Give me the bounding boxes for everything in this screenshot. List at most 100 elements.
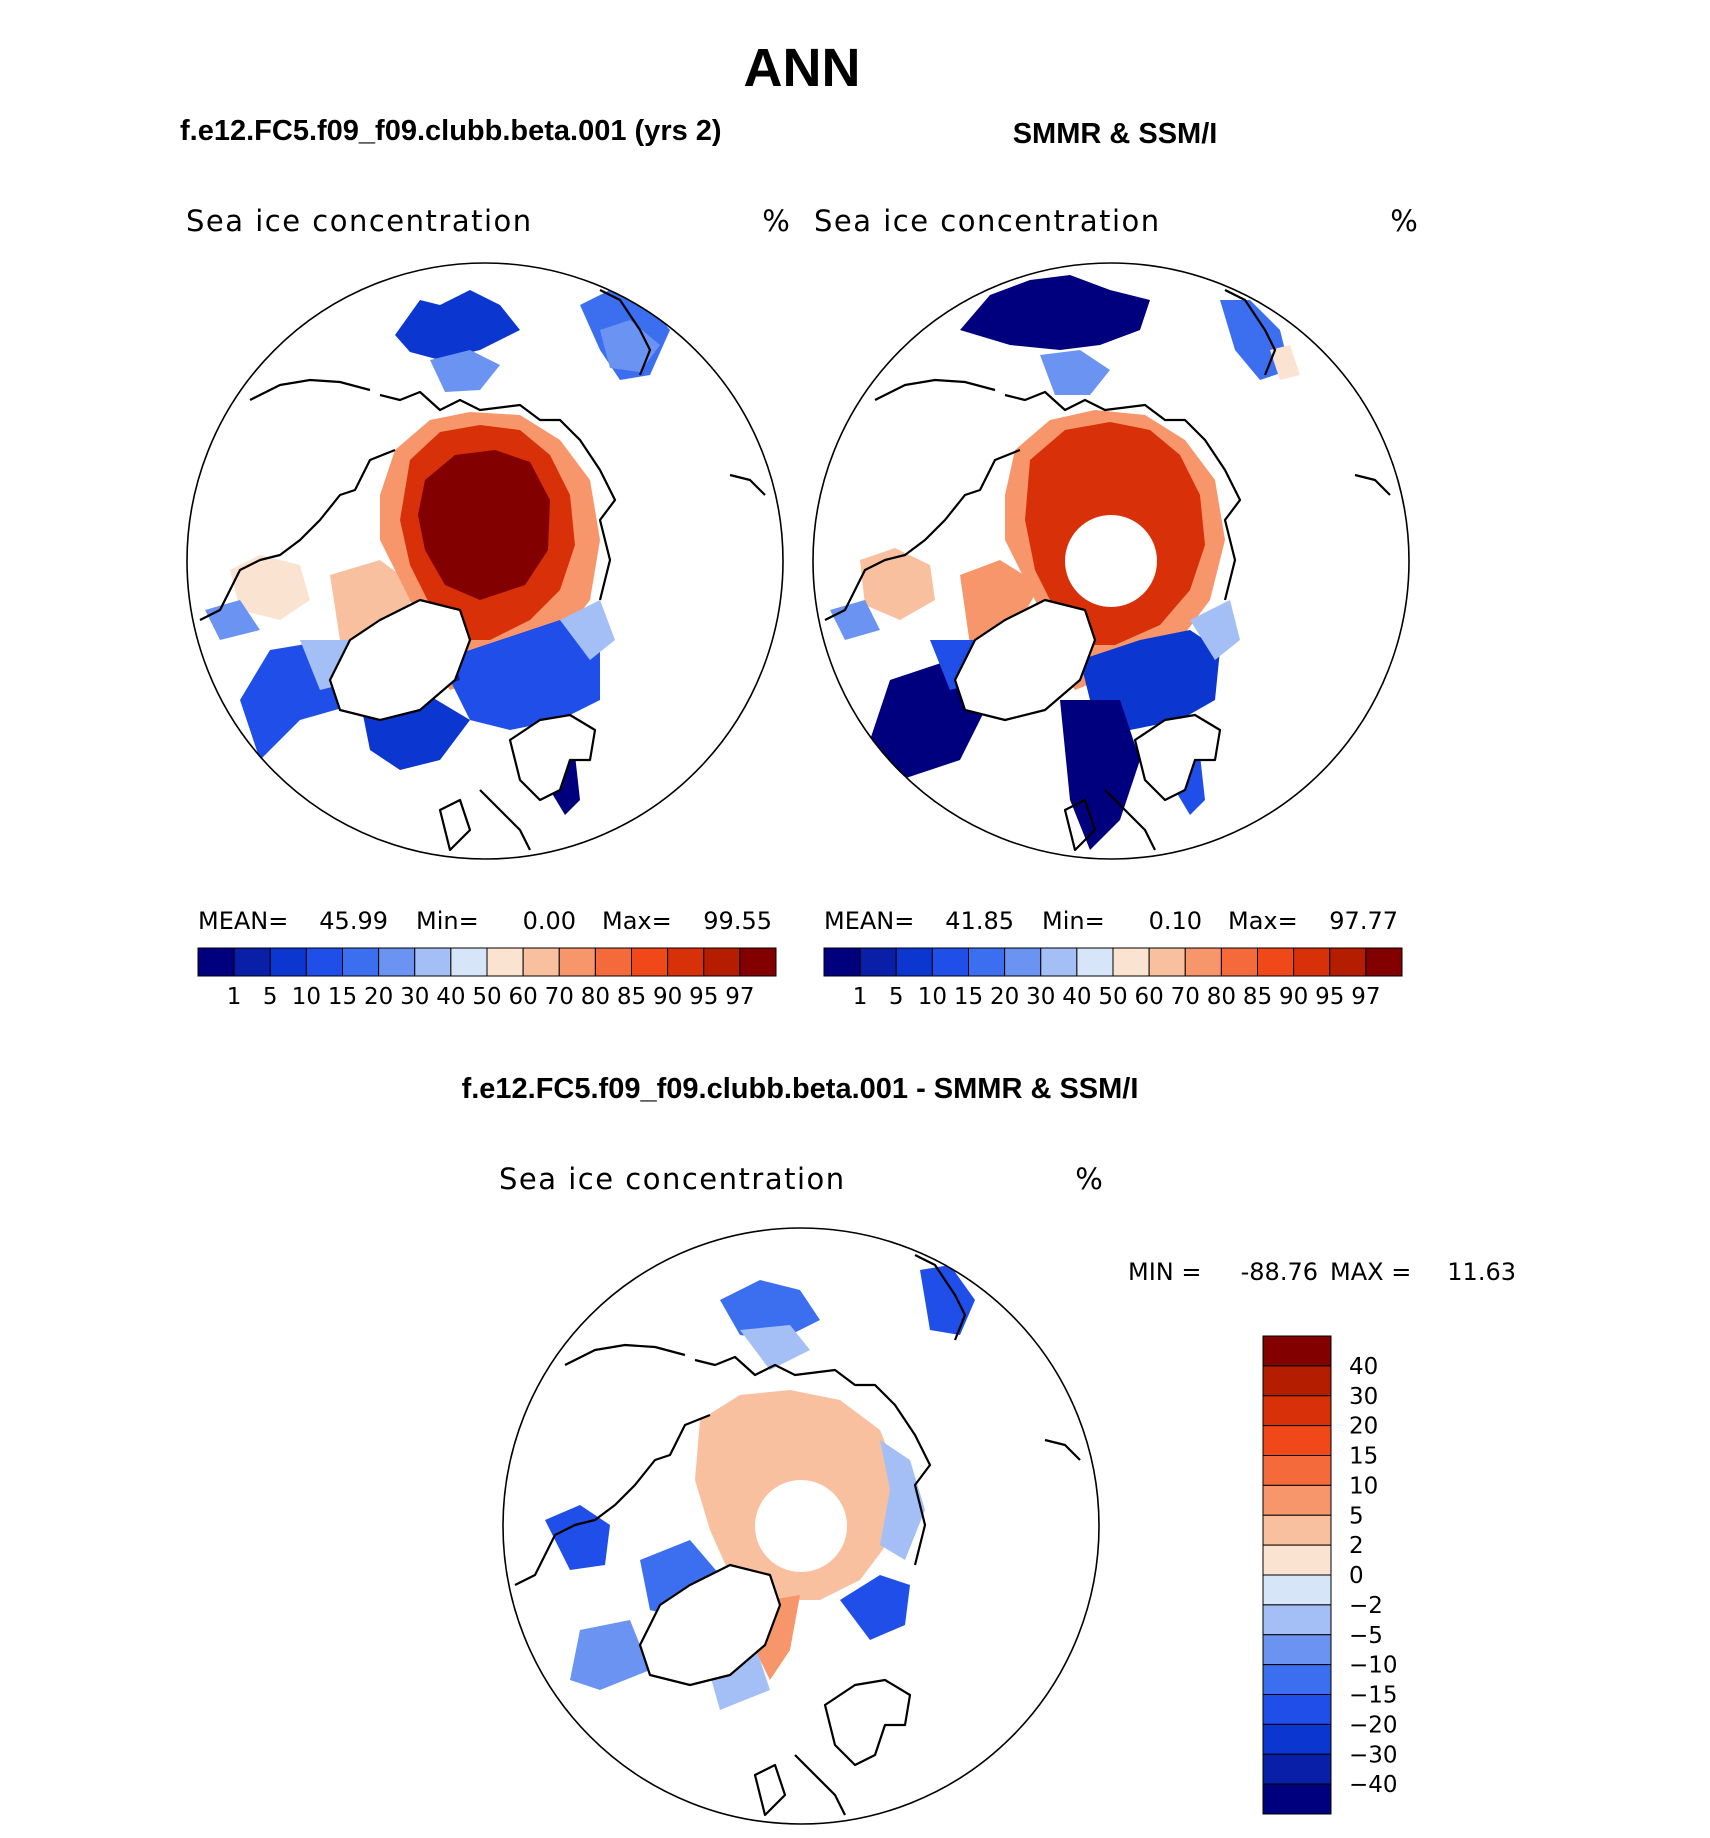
model-field-name: Sea ice concentration xyxy=(186,204,533,238)
obs-alaska-coast xyxy=(874,378,996,401)
diff-colorbar-swatch xyxy=(1262,1514,1332,1546)
diff-barents-blue xyxy=(840,1575,910,1640)
obs-kamchatka-coast xyxy=(1224,289,1277,376)
obs-colorbar-tick-label: 90 xyxy=(1279,984,1308,1010)
diff-min-value: -88.76 xyxy=(1241,1258,1318,1286)
obs-bering-ice xyxy=(1040,350,1110,395)
diff-colorbar-swatch xyxy=(1262,1783,1332,1815)
diff-colorbar-tick-label: 0 xyxy=(1349,1563,1364,1589)
model-colorbar-swatch xyxy=(486,947,524,977)
model-map-boundary xyxy=(186,262,784,860)
model-bering-ice xyxy=(430,350,500,392)
model-min-label: Min= xyxy=(416,907,479,935)
diff-colorbar-swatch xyxy=(1262,1634,1332,1666)
obs-colorbar-swatch xyxy=(931,947,969,977)
obs-colorbar-swatch xyxy=(1329,947,1367,977)
diff-colorbar-swatch xyxy=(1262,1664,1332,1695)
obs-field-name: Sea ice concentration xyxy=(814,204,1161,238)
obs-colorbar-tick-label: 20 xyxy=(990,984,1019,1010)
diff-canada-coast xyxy=(514,1413,711,1586)
obs-stats: MEAN= 41.85 Min= 0.10 Max= 97.77 xyxy=(824,907,1398,935)
diff-colorbar-swatch xyxy=(1262,1753,1332,1785)
model-uk-coast xyxy=(438,798,472,852)
obs-hudson-ice xyxy=(860,548,935,620)
obs-colorbar-swatch xyxy=(1293,947,1331,977)
model-colorbar-swatch xyxy=(450,947,488,977)
obs-colorbar-tick-label: 85 xyxy=(1243,984,1272,1010)
diff-colorbar-tick-label: 5 xyxy=(1349,1503,1364,1529)
obs-colorbar: 1 5 10 15 20 30 40 50 60 70 80 85 90 95 97 xyxy=(823,947,1403,1010)
diff-map xyxy=(502,1227,1100,1825)
obs-pole-hole xyxy=(1065,515,1157,607)
model-arctic-core xyxy=(418,450,550,600)
obs-mean-value: 41.85 xyxy=(945,907,1014,935)
obs-map xyxy=(812,262,1410,860)
model-colorbar-tick-label: 97 xyxy=(725,984,754,1010)
model-colorbar-swatch xyxy=(558,947,596,977)
obs-colorbar-tick-label: 50 xyxy=(1098,984,1127,1010)
model-baffin-ice xyxy=(330,560,420,640)
diff-map-boundary xyxy=(502,1227,1100,1825)
model-colorbar-tick-label: 85 xyxy=(617,984,646,1010)
model-colorbar-tick-label: 5 xyxy=(263,984,278,1010)
model-mean-value: 45.99 xyxy=(319,907,388,935)
model-map xyxy=(186,262,784,860)
obs-greenland-land xyxy=(953,598,1097,722)
diff-colorbar-tick-label: −15 xyxy=(1349,1683,1398,1709)
diff-alaska-coast xyxy=(564,1343,686,1366)
diff-colorbar-swatch xyxy=(1262,1723,1332,1755)
diff-island-1 xyxy=(1044,1438,1081,1461)
obs-colorbar-swatch xyxy=(1365,947,1403,977)
diff-pole-hole xyxy=(755,1480,847,1572)
model-europe-coast xyxy=(479,789,531,851)
obs-colorbar-tick-label: 15 xyxy=(954,984,983,1010)
diff-colorbar-tick-label: 40 xyxy=(1349,1354,1378,1380)
model-colorbar-swatch xyxy=(378,947,416,977)
diff-pacific-blue xyxy=(720,1280,820,1340)
model-colorbar-tick-label: 95 xyxy=(689,984,718,1010)
obs-scandinavia-land xyxy=(1133,713,1222,802)
model-colorbar-swatch xyxy=(197,947,235,977)
model-panel-header: f.e12.FC5.f09_f09.clubb.beta.001 (yrs 2) xyxy=(180,115,722,147)
diff-max-value: 11.63 xyxy=(1447,1258,1516,1286)
model-colorbar-swatch xyxy=(342,947,380,977)
model-colorbar-swatch xyxy=(269,947,307,977)
obs-colorbar-tick-label: 95 xyxy=(1315,984,1344,1010)
model-siberia-coast xyxy=(379,390,617,601)
diff-max-label: MAX = xyxy=(1330,1258,1411,1286)
diff-panel-header: f.e12.FC5.f09_f09.clubb.beta.001 - SMMR … xyxy=(462,1073,1139,1105)
diff-scandinavia-land xyxy=(823,1678,912,1767)
diff-colorbar-swatch xyxy=(1262,1484,1332,1516)
obs-hudson-rim xyxy=(830,600,880,640)
model-colorbar-swatch xyxy=(305,947,343,977)
model-colorbar-tick-label: 70 xyxy=(545,984,574,1010)
model-max-label: Max= xyxy=(602,907,672,935)
diff-colorbar-tick-label: −30 xyxy=(1349,1742,1398,1768)
diff-kamchatka-coast xyxy=(914,1254,967,1341)
diff-colorbar-tick-label: −10 xyxy=(1349,1653,1398,1679)
model-scandinavia-land xyxy=(508,713,597,802)
model-alaska-coast xyxy=(249,378,371,401)
diff-colorbar-swatch xyxy=(1262,1425,1332,1456)
model-barents-light xyxy=(560,600,615,660)
model-atlantic-ice xyxy=(440,620,600,730)
obs-colorbar-swatch xyxy=(1112,947,1150,977)
diff-colorbar-swatch xyxy=(1262,1574,1332,1606)
obs-colorbar-swatch xyxy=(1148,947,1186,977)
model-colorbar-tick-label: 90 xyxy=(653,984,682,1010)
model-colorbar-tick-label: 1 xyxy=(227,984,242,1010)
diff-colorbar-tick-label: −20 xyxy=(1349,1712,1398,1738)
diff-stats: MIN = -88.76 MAX = 11.63 xyxy=(1128,1258,1516,1286)
diff-okhotsk-blue xyxy=(920,1265,975,1335)
obs-colorbar-swatch xyxy=(859,947,897,977)
diff-colorbar-swatch xyxy=(1262,1694,1332,1725)
diff-colorbar-tick-label: 2 xyxy=(1349,1533,1364,1559)
model-colorbar-swatch xyxy=(414,947,452,977)
model-colorbar-tick-label: 60 xyxy=(508,984,537,1010)
obs-colorbar-swatch xyxy=(1004,947,1042,977)
model-colorbar-swatch xyxy=(739,947,777,977)
diff-colorbar-swatch xyxy=(1262,1365,1332,1397)
obs-map-boundary xyxy=(812,262,1410,860)
